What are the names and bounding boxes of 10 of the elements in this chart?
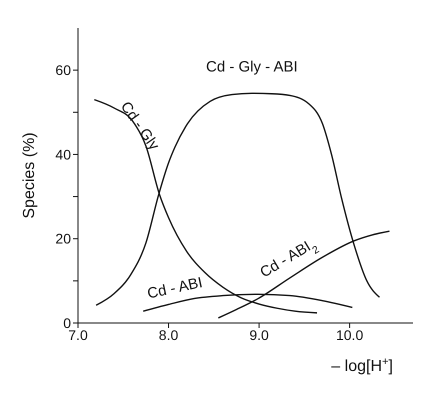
text: Cd - ABI bbox=[146, 274, 204, 302]
x-tick-label: 10.0 bbox=[336, 326, 364, 343]
x-tick-label: 8.0 bbox=[158, 326, 178, 343]
y-axis-title: Species (%) bbox=[21, 132, 38, 219]
series-label: Cd - Gly - ABI bbox=[206, 58, 298, 76]
x-axis-title: – log[H$^{+}$] bbox=[331, 356, 393, 375]
y-tick-label: 60 bbox=[55, 62, 72, 78]
y-tick-label: 40 bbox=[55, 146, 72, 162]
y-tick-label: 20 bbox=[55, 230, 72, 247]
x-tick-label: 9.0 bbox=[249, 326, 270, 343]
